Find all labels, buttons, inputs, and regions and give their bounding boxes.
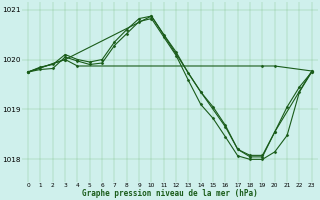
X-axis label: Graphe pression niveau de la mer (hPa): Graphe pression niveau de la mer (hPa)	[82, 189, 258, 198]
